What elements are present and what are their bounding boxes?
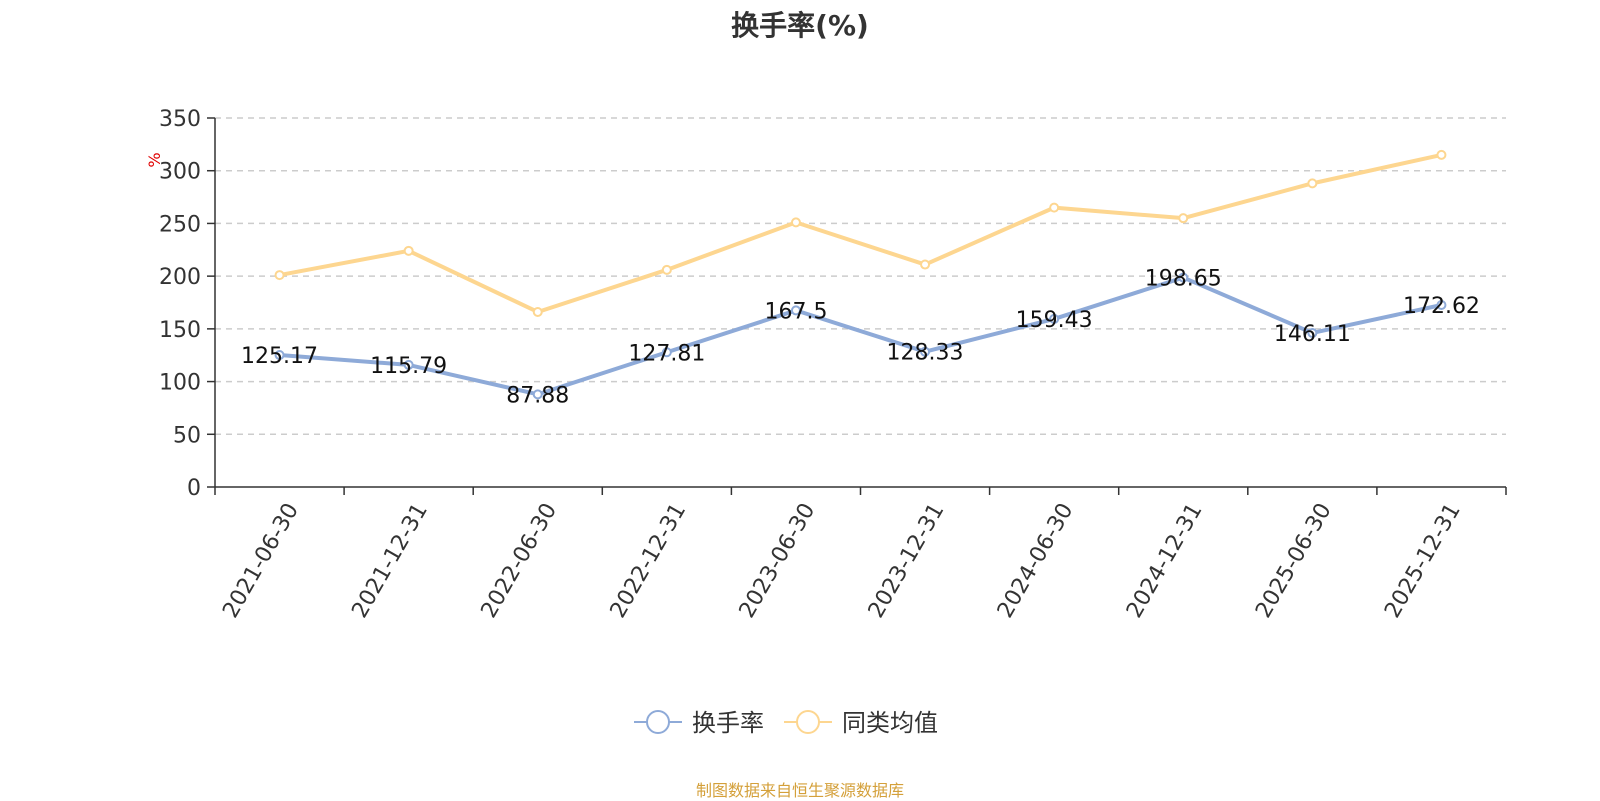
data-label: 125.17 xyxy=(241,344,318,369)
data-point xyxy=(403,245,414,256)
x-tick-label: 2025-12-31 xyxy=(1380,499,1466,622)
data-point xyxy=(1049,202,1060,213)
series-line-1 xyxy=(279,152,1442,314)
data-point xyxy=(661,347,672,358)
legend-marker xyxy=(796,710,820,734)
y-tick-label: 350 xyxy=(159,107,201,132)
data-labels: 125.17 115.79 87.88 127.81 167.5 128.33 159.43… xyxy=(241,267,1480,409)
data-point xyxy=(1436,300,1447,311)
y-tick-label: 100 xyxy=(159,371,201,396)
data-label: 159.43 xyxy=(1016,308,1093,333)
data-point xyxy=(790,305,801,316)
data-point xyxy=(1178,213,1189,224)
data-point xyxy=(1307,327,1318,338)
series-line-0 xyxy=(279,275,1442,397)
data-point xyxy=(532,389,543,400)
data-point xyxy=(661,264,672,275)
data-point xyxy=(1436,149,1447,160)
data-label: 167.5 xyxy=(764,299,827,324)
legend-label: 同类均值 xyxy=(842,709,938,737)
y-tick-label: 300 xyxy=(159,160,201,185)
data-point xyxy=(920,346,931,357)
x-tick-label: 2024-12-31 xyxy=(1122,499,1208,622)
legend-marker xyxy=(646,710,670,734)
data-point xyxy=(790,217,801,228)
data-label: 172.62 xyxy=(1403,294,1480,319)
data-point xyxy=(1307,178,1318,189)
data-label: 146.11 xyxy=(1274,322,1351,347)
x-tick-label: 2024-06-30 xyxy=(993,499,1079,622)
y-tick-label: 200 xyxy=(159,265,201,290)
data-point xyxy=(274,270,285,281)
y-tick-label: 250 xyxy=(159,212,201,237)
legend: 换手率 同类均值 xyxy=(634,709,938,737)
data-point xyxy=(1049,313,1060,324)
data-label: 115.79 xyxy=(370,354,447,379)
y-tick-label: 150 xyxy=(159,318,201,343)
x-tick-label: 2023-06-30 xyxy=(735,499,821,622)
data-point xyxy=(403,359,414,370)
x-tick-label: 2025-06-30 xyxy=(1251,499,1337,622)
grid-lines xyxy=(215,117,1506,436)
data-label: 128.33 xyxy=(887,341,964,366)
data-label: 127.81 xyxy=(628,341,705,366)
x-tick-label: 2022-12-31 xyxy=(606,499,692,622)
x-tick-label: 2021-06-30 xyxy=(218,499,304,622)
chart-title: 换手率(%) xyxy=(731,9,869,42)
x-tick-label: 2022-06-30 xyxy=(477,499,563,622)
x-tick-label: 2021-12-31 xyxy=(347,499,433,622)
data-point xyxy=(920,259,931,270)
data-label: 87.88 xyxy=(506,383,569,408)
data-point xyxy=(532,306,543,317)
data-label: 198.65 xyxy=(1145,267,1222,292)
data-point xyxy=(1178,272,1189,283)
x-tick-label: 2023-12-31 xyxy=(864,499,950,622)
source-note: 制图数据来自恒生聚源数据库 xyxy=(695,781,904,800)
y-tick-label: 0 xyxy=(187,476,201,501)
y-axis-unit: % xyxy=(145,152,164,167)
y-tick-label: 50 xyxy=(173,423,201,448)
data-point xyxy=(274,350,285,361)
legend-label: 换手率 xyxy=(692,709,764,737)
series-lines xyxy=(274,149,1447,400)
